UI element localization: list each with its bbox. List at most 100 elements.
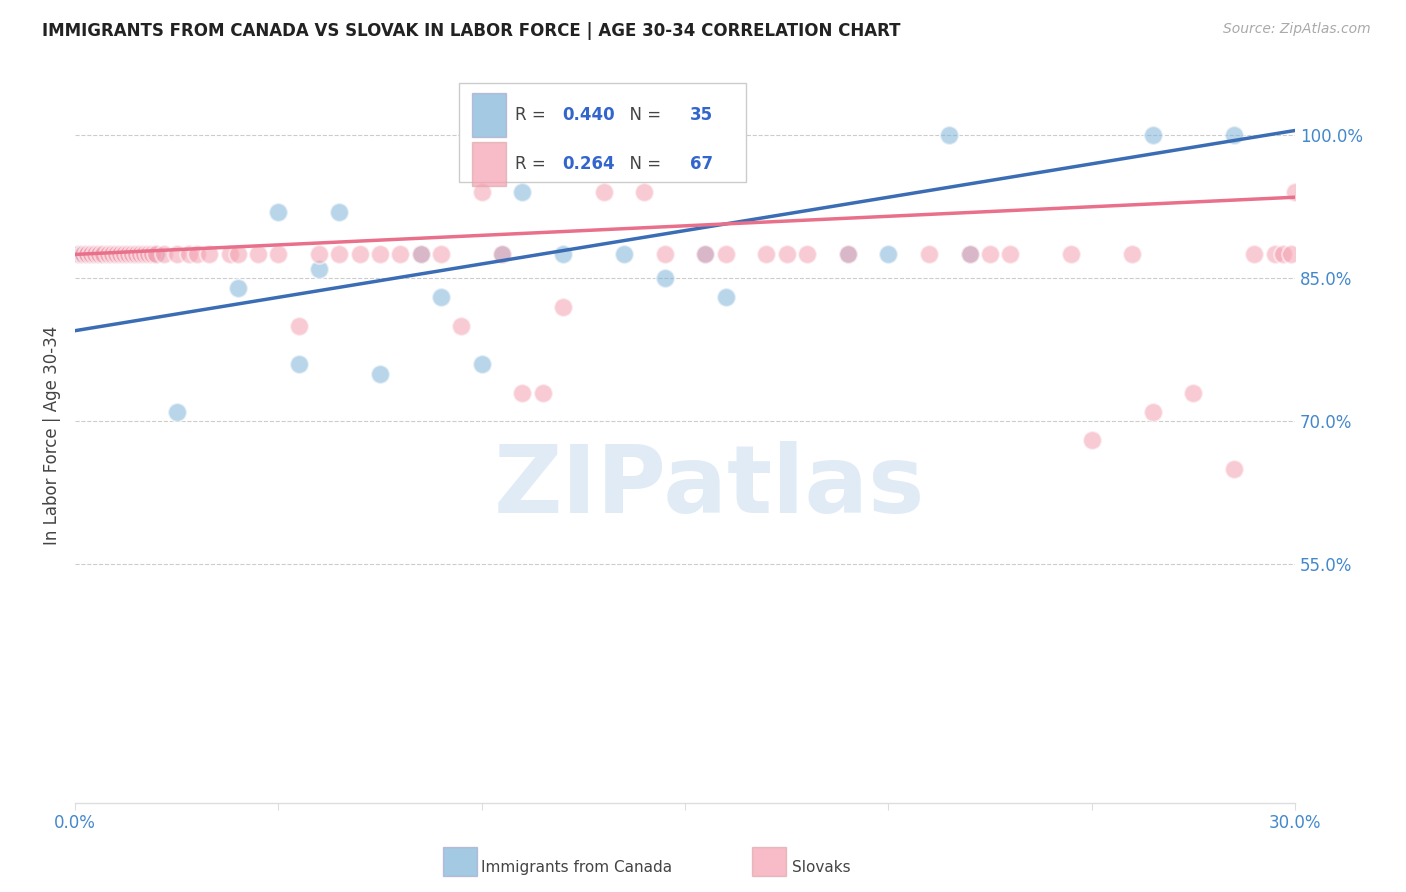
Point [134, 247, 156, 261]
Point [186, 247, 208, 261]
Point [512, 385, 534, 400]
Point [471, 186, 494, 200]
Text: 67: 67 [690, 155, 713, 173]
Point [654, 271, 676, 285]
Point [551, 247, 574, 261]
Point [1060, 247, 1083, 261]
Point [166, 247, 188, 261]
Point [1000, 247, 1022, 261]
Point [450, 318, 472, 333]
Point [141, 247, 163, 261]
Point [108, 247, 131, 261]
Point [1142, 405, 1164, 419]
Point [551, 300, 574, 314]
Point [328, 204, 350, 219]
Point [695, 247, 717, 261]
Point [166, 405, 188, 419]
Point [129, 247, 152, 261]
Point [877, 247, 900, 261]
FancyBboxPatch shape [471, 143, 506, 186]
Point [837, 247, 859, 261]
Point [512, 186, 534, 200]
Point [226, 281, 249, 295]
Point [633, 186, 655, 200]
Point [755, 247, 778, 261]
Point [938, 128, 960, 143]
Point [72, 247, 94, 261]
Point [287, 318, 309, 333]
Text: N =: N = [619, 106, 666, 124]
Point [389, 247, 412, 261]
Text: 0.440: 0.440 [562, 106, 614, 124]
Point [1279, 247, 1302, 261]
FancyBboxPatch shape [471, 93, 506, 137]
Point [1264, 247, 1286, 261]
Point [491, 247, 513, 261]
Point [1121, 247, 1143, 261]
Point [368, 247, 391, 261]
Text: Slovaks: Slovaks [792, 860, 851, 874]
Point [76, 247, 98, 261]
Point [918, 247, 941, 261]
Point [117, 247, 139, 261]
Point [430, 247, 453, 261]
Point [177, 247, 200, 261]
Point [531, 385, 554, 400]
Point [349, 247, 371, 261]
Point [121, 247, 143, 261]
Point [430, 290, 453, 304]
Point [368, 367, 391, 381]
Point [409, 247, 432, 261]
Point [104, 247, 127, 261]
Text: IMMIGRANTS FROM CANADA VS SLOVAK IN LABOR FORCE | AGE 30-34 CORRELATION CHART: IMMIGRANTS FROM CANADA VS SLOVAK IN LABO… [42, 22, 901, 40]
Point [145, 247, 167, 261]
Point [93, 247, 115, 261]
Point [247, 247, 270, 261]
Point [1223, 128, 1246, 143]
Point [80, 247, 103, 261]
Point [714, 290, 737, 304]
Point [96, 247, 118, 261]
Point [136, 247, 159, 261]
Point [226, 247, 249, 261]
Text: Source: ZipAtlas.com: Source: ZipAtlas.com [1223, 22, 1371, 37]
Point [1271, 247, 1294, 261]
Point [104, 247, 127, 261]
Point [84, 247, 107, 261]
Point [959, 247, 981, 261]
Point [67, 247, 90, 261]
Point [100, 247, 122, 261]
Point [1080, 434, 1102, 448]
Point [72, 247, 94, 261]
Point [93, 247, 115, 261]
Point [409, 247, 432, 261]
Point [267, 247, 290, 261]
Point [89, 247, 111, 261]
Point [287, 357, 309, 371]
Point [328, 247, 350, 261]
Point [145, 247, 167, 261]
Point [112, 247, 135, 261]
Point [308, 247, 330, 261]
Point [198, 247, 221, 261]
Text: R =: R = [516, 155, 551, 173]
Point [714, 247, 737, 261]
Point [695, 247, 717, 261]
Point [1284, 186, 1306, 200]
Point [1243, 247, 1265, 261]
Point [96, 247, 118, 261]
Point [613, 247, 636, 261]
Point [1142, 128, 1164, 143]
Point [125, 247, 148, 261]
Point [654, 247, 676, 261]
FancyBboxPatch shape [460, 83, 747, 182]
Point [125, 247, 148, 261]
Text: Immigrants from Canada: Immigrants from Canada [481, 860, 672, 874]
Point [218, 247, 240, 261]
Text: ZIPatlas: ZIPatlas [494, 441, 925, 533]
Point [76, 247, 98, 261]
Point [84, 247, 107, 261]
Point [491, 247, 513, 261]
Text: R =: R = [516, 106, 551, 124]
Point [308, 261, 330, 276]
